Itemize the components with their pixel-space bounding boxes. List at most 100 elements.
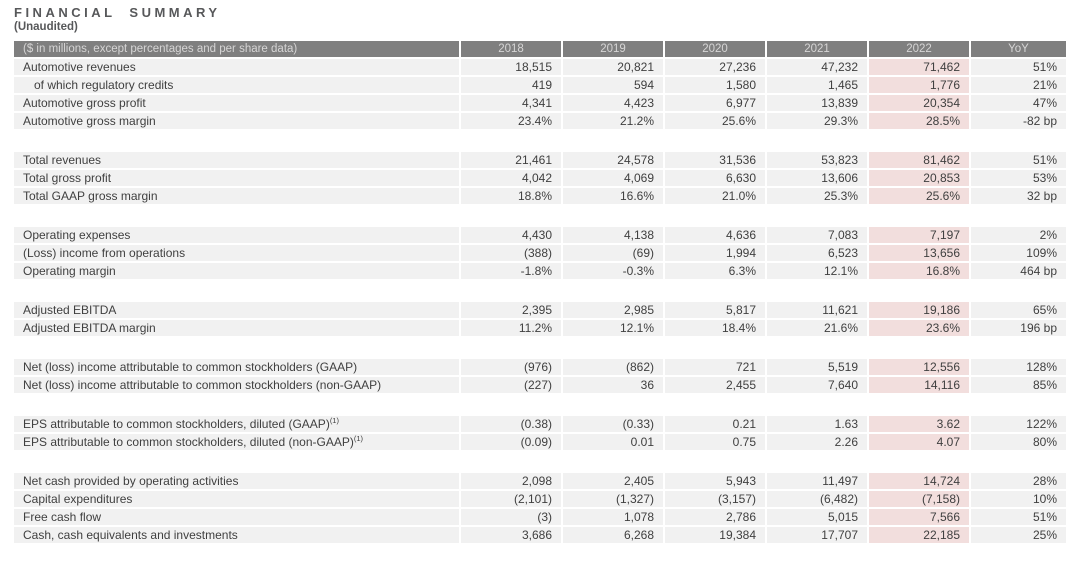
value-cell: 31,536 [664,152,767,170]
value-cell: 21.2% [562,112,665,131]
value-cell: (862) [562,359,665,377]
value-cell: 25.6% [868,187,971,206]
value-cell: 4,138 [562,227,665,245]
value-cell: 21,461 [460,152,563,170]
value-cell: 12,556 [868,359,971,377]
row-label-text: Adjusted EBITDA margin [23,321,156,335]
value-cell: 11,621 [766,302,869,320]
value-cell: 4.07 [868,433,971,452]
row-label: Total gross profit [14,169,461,188]
value-cell: 0.01 [562,433,665,452]
value-cell: 6,268 [562,526,665,545]
row-label-text: Net (loss) income attributable to common… [23,378,382,392]
value-cell: 419 [460,76,563,95]
yoy-value-cell: 25% [970,526,1066,545]
table-row: EPS attributable to common stockholders,… [14,433,1066,452]
value-cell: 16.6% [562,187,665,206]
row-label-text: Total GAAP gross margin [23,189,158,203]
value-cell: 11,497 [766,473,869,491]
value-cell: 13,656 [868,244,971,263]
value-cell: (1,327) [562,490,665,509]
header-label-cell: ($ in millions, except percentages and p… [14,41,461,59]
value-cell: 7,083 [766,227,869,245]
value-cell: 1,078 [562,508,665,527]
row-label-text: Automotive gross profit [23,96,146,110]
row-label-text: Adjusted EBITDA [23,303,117,317]
yoy-value-cell: 122% [970,416,1066,434]
page-subtitle: (Unaudited) [14,21,78,33]
table-body: Automotive revenues 18,515 20,821 27,236 47,… [14,58,1066,545]
yoy-value-cell: 85% [970,376,1066,395]
value-cell: (0.38) [460,416,563,434]
value-cell: 47,232 [766,58,869,77]
value-cell: (6,482) [766,490,869,509]
table-row: (Loss) income from operations (388) (69) 1,… [14,244,1066,263]
value-cell: 18,515 [460,58,563,77]
value-cell: 4,430 [460,227,563,245]
value-cell: 23.6% [868,319,971,338]
row-label: Total revenues [14,152,461,170]
value-cell: 2.26 [766,433,869,452]
value-cell: 20,821 [562,58,665,77]
table-row: of which regulatory credits 419 594 1,580 1,… [14,76,1066,95]
row-label-text: Net cash provided by operating activitie… [23,474,239,488]
table-row: Adjusted EBITDA margin 11.2% 12.1% 18.4% 21.… [14,319,1066,338]
yoy-value-cell: 47% [970,94,1066,113]
value-cell: (3,157) [664,490,767,509]
row-label-text: Operating margin [23,264,116,278]
row-label-text: Operating expenses [23,228,131,242]
financial-summary-table: ($ in millions, except percentages and p… [14,41,1066,545]
value-cell: 2,985 [562,302,665,320]
value-cell: 4,423 [562,94,665,113]
row-label: (Loss) income from operations [14,244,461,263]
value-cell: 12.1% [766,262,869,281]
row-label-text: Net (loss) income attributable to common… [23,360,358,374]
table-row: Total revenues 21,461 24,578 31,536 53,823 81… [14,152,1066,170]
row-label: Free cash flow [14,508,461,527]
yoy-value-cell: 32 bp [970,187,1066,206]
row-label: Cash, cash equivalents and investments [14,526,461,545]
row-label-text: EPS attributable to common stockholders,… [23,417,330,431]
spacer-row [14,130,1066,152]
row-label: of which regulatory credits [14,76,461,95]
row-label-text: of which regulatory credits [34,78,174,92]
value-cell: 21.6% [766,319,869,338]
value-cell: 5,015 [766,508,869,527]
yoy-value-cell: 80% [970,433,1066,452]
value-cell: 21.0% [664,187,767,206]
row-label: Automotive gross profit [14,94,461,113]
yoy-value-cell: 109% [970,244,1066,263]
row-label: Automotive gross margin [14,112,461,131]
value-cell: -0.3% [562,262,665,281]
spacer-cell [14,337,1066,359]
spacer-row [14,280,1066,302]
value-cell: (7,158) [868,490,971,509]
row-label-text: (Loss) income from operations [23,246,186,260]
page-title: FINANCIAL SUMMARY [14,5,221,20]
value-cell: 5,817 [664,302,767,320]
value-cell: 1,994 [664,244,767,263]
row-label-text: Total gross profit [23,171,112,185]
table-row: Operating expenses 4,430 4,138 4,636 7,083 7,… [14,227,1066,245]
value-cell: 81,462 [868,152,971,170]
value-cell: 721 [664,359,767,377]
value-cell: 7,566 [868,508,971,527]
value-cell: 24,578 [562,152,665,170]
spacer-row [14,205,1066,227]
value-cell: 1,776 [868,76,971,95]
value-cell: (3) [460,508,563,527]
row-label-text: Cash, cash equivalents and investments [23,528,238,542]
financial-summary-page: FINANCIAL SUMMARY (Unaudited) ($ in mill… [14,5,1066,545]
spacer-cell [14,280,1066,302]
value-cell: 6,977 [664,94,767,113]
footnote-marker: (1) [329,416,339,425]
row-label: Adjusted EBITDA [14,302,461,320]
value-cell: 19,384 [664,526,767,545]
value-cell: 4,069 [562,169,665,188]
yoy-value-cell: 21% [970,76,1066,95]
row-label: Net (loss) income attributable to common… [14,376,461,395]
table-row: Adjusted EBITDA 2,395 2,985 5,817 11,621 19,1… [14,302,1066,320]
value-cell: 6.3% [664,262,767,281]
row-label: Capital expenditures [14,490,461,509]
value-cell: -1.8% [460,262,563,281]
